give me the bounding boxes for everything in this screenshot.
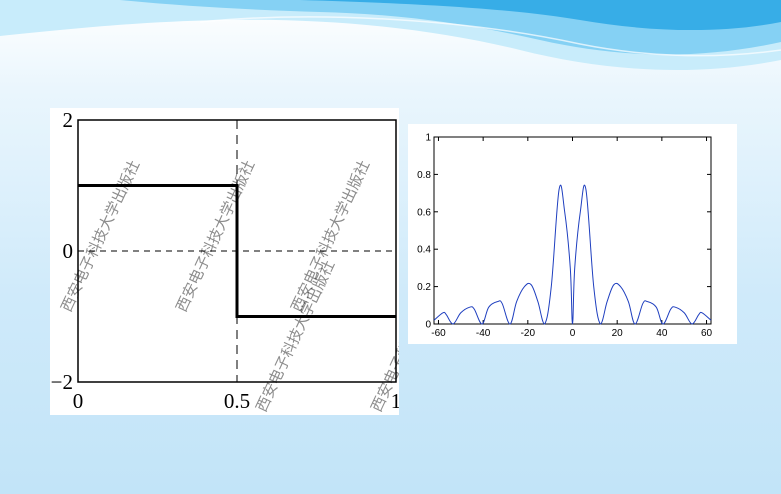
right-y-tick-label: 0.8 [417,170,431,181]
right-x-tick-label: -40 [476,328,491,339]
step-series-line-0 [78,184,396,318]
step-function-chart-panel: 西安电子科技大学出版社 西安电子科技大学出版社 西安电子科技大学出版社 西安电子… [50,108,454,415]
watermark-text-1: 西安电子科技大学出版社 [58,158,143,315]
watermark-text-3: 西安电子科技大学出版社 [288,158,373,315]
left-x-tick-label: 0.5 [224,389,250,413]
spectrum-series-line-0 [433,184,712,325]
right-x-tick-label: 20 [612,328,624,339]
watermark-text-2: 西安电子科技大学出版社 [173,158,258,315]
right-x-tick-label: 60 [701,328,713,339]
left-x-tick-label: 1 [391,389,399,413]
left-y-tick-label: 0 [63,239,74,263]
right-plot-frame [433,136,712,325]
right-x-tick-label: -20 [521,328,536,339]
right-y-tick-label: 0 [425,320,431,331]
slide-banner [0,0,781,71]
right-x-tick-label: 40 [656,328,668,339]
banner-wave-highlight [199,16,781,57]
right-x-tick-label: 0 [570,328,576,339]
spectrum-chart: 0 0.2 0.4 0.6 0.8 1 -60 -40 -20 0 20 40 60 [417,133,712,340]
left-y-tick-label: 2 [63,108,74,132]
left-y-tick-label: −2 [51,370,73,394]
right-plot-area: 0 0.2 0.4 0.6 0.8 1 -60 -40 -20 0 20 40 60 [417,133,712,340]
right-x-tick-label: -60 [431,328,446,339]
spectrum-chart-panel: 0 0.2 0.4 0.6 0.8 1 -60 -40 -20 0 20 40 60 [408,124,737,344]
left-x-tick-label: 0 [73,389,84,413]
step-function-chart: 西安电子科技大学出版社 西安电子科技大学出版社 西安电子科技大学出版社 西安电子… [51,108,454,415]
right-y-tick-label: 1 [425,133,431,144]
banner-wave-dark [300,0,781,31]
right-y-tick-label: 0.4 [417,245,431,256]
watermark-text-4: 西安电子科技大学出版社 [253,258,338,415]
right-y-tick-label: 0.2 [417,282,431,293]
right-y-tick-label: 0.6 [417,207,431,218]
